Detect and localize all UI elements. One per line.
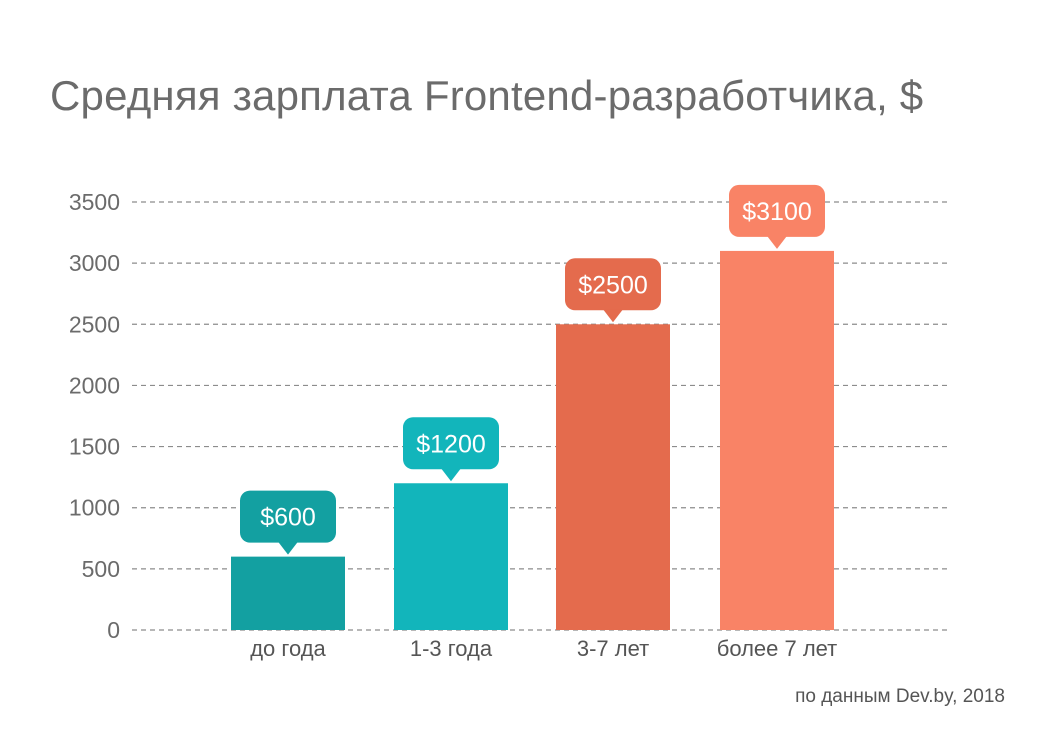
bubble-box — [565, 258, 661, 311]
y-tick-label: 2500 — [69, 311, 120, 337]
bubble-box — [240, 490, 336, 543]
x-axis-labels: до года 1-3 года 3-7 лет более 7 лет — [250, 636, 837, 661]
y-tick-label: 2000 — [69, 372, 120, 398]
data-label: $2500 — [578, 271, 648, 299]
source-note: по данным Dev.by, 2018 — [795, 686, 1005, 707]
bubble-pointer — [767, 235, 787, 249]
x-category-label: до года — [250, 636, 326, 661]
data-label: $1200 — [416, 430, 486, 458]
y-tick-label: 500 — [82, 556, 120, 582]
bubble-pointer — [278, 541, 298, 555]
bubble-pointer — [441, 468, 461, 482]
bar — [720, 250, 834, 630]
bubble-pointer — [603, 309, 623, 323]
y-axis-ticks: 0 500 1000 1500 2000 2500 3000 3500 — [69, 189, 120, 643]
bar — [231, 556, 345, 630]
y-tick-label: 0 — [107, 617, 120, 643]
data-label-bubble: $2500 — [565, 258, 661, 323]
bubble-box — [729, 184, 825, 237]
bars — [231, 250, 834, 630]
data-label-bubble: $1200 — [403, 417, 499, 482]
bar — [394, 483, 508, 630]
y-tick-label: 3000 — [69, 250, 120, 276]
y-tick-label: 1000 — [69, 495, 120, 521]
bubble-box — [403, 417, 499, 470]
x-category-label: 3-7 лет — [577, 636, 649, 661]
data-label: $3100 — [742, 198, 812, 226]
x-category-label: 1-3 года — [410, 636, 493, 661]
x-category-label: более 7 лет — [717, 636, 838, 661]
data-label-bubble: $3100 — [729, 184, 825, 249]
chart-title: Средняя зарплата Frontend-разработчика, … — [50, 72, 924, 119]
y-tick-label: 1500 — [69, 434, 120, 460]
y-tick-label: 3500 — [69, 189, 120, 215]
data-labels: $600 $1200 $2500 $3100 — [240, 184, 825, 555]
data-label-bubble: $600 — [240, 490, 336, 555]
data-label: $600 — [260, 504, 316, 532]
bar — [556, 324, 670, 630]
